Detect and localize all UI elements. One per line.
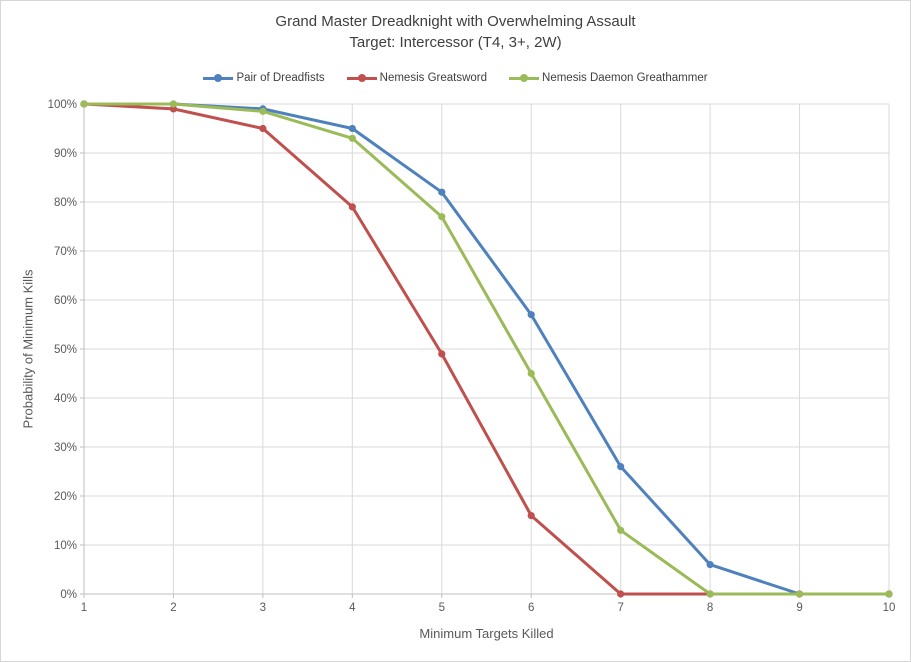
x-tick-label: 8 — [707, 602, 713, 614]
series-marker-nemesis-greatsword — [348, 203, 356, 211]
series-marker-pair-of-dreadfists — [348, 124, 356, 133]
legend-marker-icon — [203, 74, 234, 83]
x-tick-label: 9 — [796, 602, 802, 614]
legend: Pair of Dreadfists Nemesis Greatsword Ne… — [1, 69, 910, 87]
x-tick-label: 7 — [617, 602, 623, 614]
series-line-nemesis-daemon-greathammer — [82, 102, 891, 596]
series-marker-nemesis-greatsword — [617, 590, 625, 598]
legend-item-nemesis-greatsword: Nemesis Greatsword — [346, 72, 488, 84]
y-tick-label: 60% — [54, 295, 77, 307]
series-marker-nemesis-daemon-greathammer — [885, 590, 893, 598]
x-tick-label: 3 — [260, 602, 266, 614]
y-tick-label: 70% — [54, 246, 77, 258]
x-axis-title: Minimum Targets Killed — [419, 626, 554, 641]
legend-item-pair-of-dreadfists: Pair of Dreadfists — [203, 72, 325, 84]
series-marker-nemesis-daemon-greathammer — [438, 213, 446, 221]
y-tick-label: 10% — [54, 540, 77, 552]
series-marker-pair-of-dreadfists — [706, 561, 714, 569]
series-marker-nemesis-daemon-greathammer — [795, 590, 804, 598]
series-marker-nemesis-daemon-greathammer — [80, 100, 88, 108]
x-tick-label: 1 — [81, 602, 87, 614]
y-tick-label: 90% — [54, 148, 77, 160]
x-tick-label: 6 — [528, 602, 534, 614]
series-marker-nemesis-greatsword — [259, 124, 267, 133]
legend-dot-icon — [520, 74, 529, 82]
chart-title-line2: Target: Intercessor (T4, 3+, 2W) — [349, 34, 562, 51]
series-marker-nemesis-daemon-greathammer — [706, 590, 714, 598]
legend-label: Nemesis Daemon Greathammer — [542, 72, 708, 84]
legend-dot-icon — [214, 74, 223, 82]
y-tick-label: 0% — [60, 589, 77, 601]
series-marker-nemesis-daemon-greathammer — [527, 369, 535, 378]
x-tick-label: 5 — [439, 602, 445, 614]
y-tick-label: 40% — [54, 393, 77, 405]
legend-marker-icon — [509, 74, 540, 83]
y-tick-label: 20% — [54, 491, 77, 503]
legend-label: Nemesis Greatsword — [379, 72, 488, 84]
y-tick-label: 100% — [48, 99, 77, 111]
legend-dot-icon — [357, 74, 366, 82]
y-axis-title: Probability of Minimum Kills — [20, 269, 36, 429]
legend-label: Pair of Dreadfists — [236, 72, 325, 84]
series-marker-nemesis-daemon-greathammer — [169, 100, 178, 108]
series-marker-nemesis-daemon-greathammer — [617, 526, 625, 534]
series-marker-pair-of-dreadfists — [617, 463, 625, 471]
chart-title-line1: Grand Master Dreadknight with Overwhelmi… — [275, 13, 636, 30]
y-tick-label: 80% — [54, 197, 77, 209]
series-marker-nemesis-daemon-greathammer — [348, 134, 356, 142]
chart-title: Grand Master Dreadknight with Overwhelmi… — [1, 11, 910, 53]
series-marker-nemesis-greatsword — [438, 350, 446, 358]
y-tick-label: 30% — [54, 442, 77, 454]
legend-item-nemesis-daemon-greathammer: Nemesis Daemon Greathammer — [509, 72, 708, 84]
legend-marker-icon — [346, 74, 377, 83]
x-tick-label: 4 — [349, 602, 356, 614]
series-marker-nemesis-daemon-greathammer — [259, 107, 267, 115]
series-marker-pair-of-dreadfists — [438, 188, 446, 196]
series-marker-pair-of-dreadfists — [527, 311, 535, 319]
x-tick-label: 10 — [883, 602, 896, 614]
x-tick-label: 2 — [170, 602, 176, 614]
series-marker-nemesis-greatsword — [527, 511, 535, 520]
y-tick-label: 50% — [54, 344, 77, 356]
